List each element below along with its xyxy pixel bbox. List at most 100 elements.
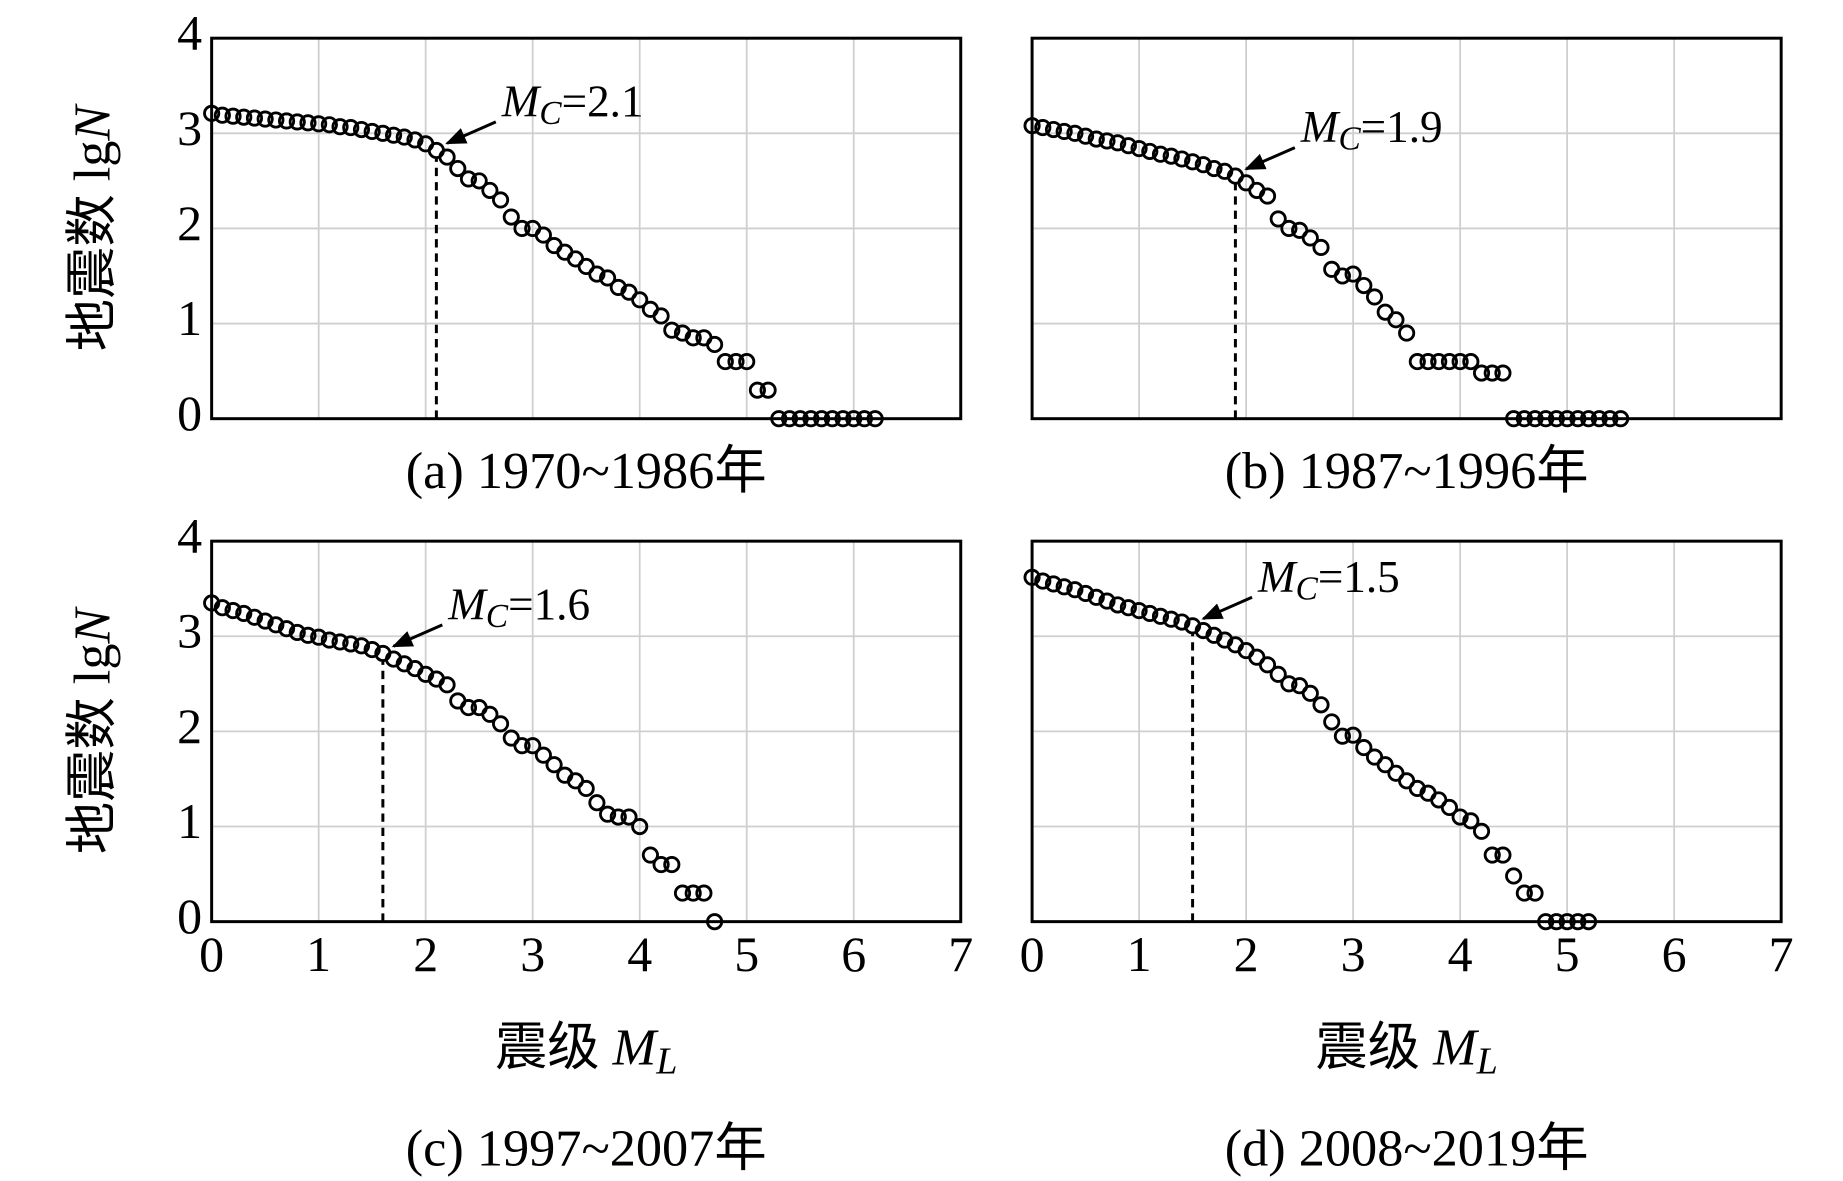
data-point xyxy=(748,381,766,399)
x-tick-label: 0 xyxy=(1020,927,1045,982)
data-point xyxy=(224,107,242,125)
data-point xyxy=(213,599,231,617)
data-point xyxy=(245,608,264,626)
subplot-caption: (c) 1997~2007年 xyxy=(406,1120,767,1178)
data-point xyxy=(1344,265,1362,283)
data-point xyxy=(299,626,317,644)
data-point xyxy=(363,122,381,140)
data-point xyxy=(1333,727,1351,745)
axes-frame xyxy=(210,36,963,421)
data-point xyxy=(213,106,231,124)
x-tick-label: 5 xyxy=(1555,927,1580,982)
data-point xyxy=(1494,846,1512,864)
annotation-arrow xyxy=(1244,146,1296,171)
data-point xyxy=(1579,913,1598,931)
data-point xyxy=(1301,229,1319,247)
data-point xyxy=(1034,572,1052,590)
y-axis-label-symbol: N xyxy=(64,606,122,645)
annotation-symbol: M xyxy=(1257,552,1298,602)
data-point xyxy=(652,856,670,874)
data-point xyxy=(1087,130,1105,148)
data-point xyxy=(1355,739,1373,757)
y-tick-label: 4 xyxy=(177,509,202,564)
annotation-subscript: C xyxy=(1338,120,1361,157)
data-point xyxy=(1141,142,1159,160)
data-point xyxy=(310,115,328,133)
x-axis-label-symbol: M xyxy=(612,1018,659,1076)
data-point xyxy=(352,120,371,139)
data-point xyxy=(1301,684,1319,702)
data-point xyxy=(1162,147,1180,165)
x-tick-label: 4 xyxy=(1448,927,1473,982)
data-point xyxy=(652,307,670,325)
data-point xyxy=(695,884,713,902)
x-axis-label-text: 震级 xyxy=(495,1018,613,1076)
data-point xyxy=(1269,210,1287,228)
data-point xyxy=(1462,353,1480,371)
data-point xyxy=(1312,696,1330,714)
data-point xyxy=(1109,596,1127,614)
data-point xyxy=(1173,613,1191,631)
data-point xyxy=(1451,808,1469,826)
data-point xyxy=(1044,120,1063,139)
data-point xyxy=(1537,913,1555,931)
data-point xyxy=(492,715,510,733)
data-point xyxy=(599,805,617,823)
data-point xyxy=(1505,410,1523,428)
data-point xyxy=(1558,410,1576,428)
annotation-value: =1.9 xyxy=(1361,103,1443,153)
data-point xyxy=(470,172,488,190)
data-point xyxy=(481,181,499,199)
data-point xyxy=(245,109,264,127)
data-point xyxy=(513,219,531,238)
x-tick-label: 7 xyxy=(1769,927,1794,982)
data-point xyxy=(791,410,809,428)
annotation-label: MC=2.1 xyxy=(501,77,644,132)
data-point xyxy=(1323,713,1341,731)
data-point xyxy=(1398,324,1416,342)
annotation-symbol: M xyxy=(501,77,542,127)
x-axis-label-subscript: L xyxy=(1476,1040,1498,1082)
data-point xyxy=(813,410,831,428)
data-point xyxy=(855,410,873,428)
x-axis-label-text: 震级 xyxy=(1315,1018,1433,1076)
data-point xyxy=(1280,219,1298,238)
x-tick-label: 1 xyxy=(1127,927,1152,982)
data-point xyxy=(1087,588,1105,606)
data-point xyxy=(1119,137,1137,155)
data-point xyxy=(1205,159,1223,178)
axes-frame xyxy=(1030,539,1783,924)
x-tick-label: 3 xyxy=(520,927,545,982)
data-point xyxy=(492,191,510,209)
y-tick-label: 4 xyxy=(177,6,202,61)
data-point xyxy=(1451,353,1469,371)
y-axis-label-text: 地震数 lg xyxy=(64,141,122,352)
data-point xyxy=(1590,410,1608,428)
data-point xyxy=(1130,602,1148,620)
annotation-subscript: C xyxy=(1296,570,1319,607)
data-point xyxy=(459,170,478,188)
data-point xyxy=(395,128,413,146)
data-point xyxy=(224,602,242,620)
subplot-caption: (b) 1987~1996年 xyxy=(1225,442,1589,500)
data-point xyxy=(1408,353,1426,371)
data-point xyxy=(342,635,360,653)
data-point xyxy=(1312,238,1330,257)
data-point xyxy=(235,108,253,126)
x-tick-label: 4 xyxy=(627,927,652,982)
data-point xyxy=(673,884,692,902)
data-point xyxy=(1472,822,1491,840)
data-point xyxy=(780,410,799,428)
data-point xyxy=(513,737,531,755)
data-point xyxy=(406,131,424,149)
annotation-arrow xyxy=(391,623,443,648)
data-point xyxy=(1055,578,1073,596)
annotation-label: MC=1.9 xyxy=(1300,103,1443,158)
y-tick-label: 1 xyxy=(177,291,202,346)
data-point xyxy=(1119,599,1137,617)
data-point xyxy=(1194,156,1212,174)
data-point xyxy=(1376,756,1394,774)
data-point xyxy=(1333,267,1351,285)
